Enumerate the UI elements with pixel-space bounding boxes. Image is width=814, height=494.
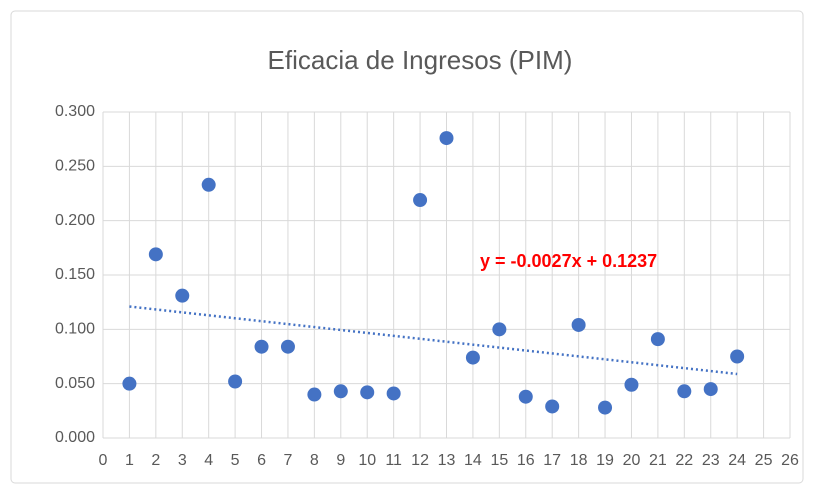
x-tick-label: 25: [755, 452, 773, 469]
x-tick-label: 20: [623, 452, 641, 469]
x-tick-label: 3: [178, 452, 187, 469]
x-tick-label: 26: [781, 452, 799, 469]
data-point: [413, 193, 428, 208]
x-tick-label: 4: [204, 452, 213, 469]
x-tick-label: 16: [517, 452, 535, 469]
data-point: [624, 377, 639, 392]
x-tick-label: 19: [596, 452, 614, 469]
y-tick-label: 0.100: [55, 321, 95, 338]
data-point: [148, 247, 163, 262]
data-point: [677, 384, 692, 399]
data-point: [386, 386, 401, 401]
chart-title: Eficacia de Ingresos (PIM): [268, 45, 573, 75]
data-point: [175, 288, 190, 303]
x-tick-label: 17: [543, 452, 561, 469]
x-tick-label: 22: [675, 452, 693, 469]
trendline-equation: y = -0.0027x + 0.1237: [480, 251, 657, 271]
y-tick-label: 0.250: [55, 158, 95, 175]
data-point: [545, 399, 560, 414]
x-tick-label: 7: [284, 452, 293, 469]
data-point: [201, 177, 216, 192]
data-point: [465, 350, 480, 365]
x-tick-label: 24: [728, 452, 746, 469]
data-point: [228, 374, 243, 389]
data-point: [122, 376, 137, 391]
data-point: [360, 385, 375, 400]
x-tick-label: 1: [125, 452, 134, 469]
data-point: [333, 384, 348, 399]
y-tick-label: 0.150: [55, 266, 95, 283]
x-tick-label: 12: [411, 452, 429, 469]
data-point: [571, 317, 586, 332]
x-tick-label: 9: [336, 452, 345, 469]
data-point: [703, 382, 718, 397]
x-tick-label: 8: [310, 452, 319, 469]
data-point: [280, 339, 295, 354]
x-tick-label: 10: [358, 452, 376, 469]
data-point: [307, 387, 322, 402]
data-point: [598, 400, 613, 415]
y-tick-label: 0.200: [55, 212, 95, 229]
y-tick-label: 0.300: [55, 103, 95, 120]
x-tick-label: 14: [464, 452, 482, 469]
data-point: [254, 339, 269, 354]
data-point: [650, 332, 665, 347]
data-point: [492, 322, 507, 337]
x-tick-label: 6: [257, 452, 266, 469]
x-tick-label: 0: [99, 452, 108, 469]
y-tick-label: 0.000: [55, 429, 95, 446]
x-tick-label: 15: [490, 452, 508, 469]
x-tick-label: 11: [385, 452, 402, 469]
x-tick-label: 13: [438, 452, 456, 469]
data-point: [730, 349, 745, 364]
x-tick-label: 21: [649, 452, 667, 469]
x-tick-label: 23: [702, 452, 720, 469]
data-point: [439, 131, 454, 146]
data-point: [518, 389, 533, 404]
x-tick-label: 5: [231, 452, 240, 469]
x-tick-label: 2: [151, 452, 160, 469]
trendline: [129, 305, 738, 376]
y-tick-label: 0.050: [55, 375, 95, 392]
x-tick-label: 18: [570, 452, 588, 469]
